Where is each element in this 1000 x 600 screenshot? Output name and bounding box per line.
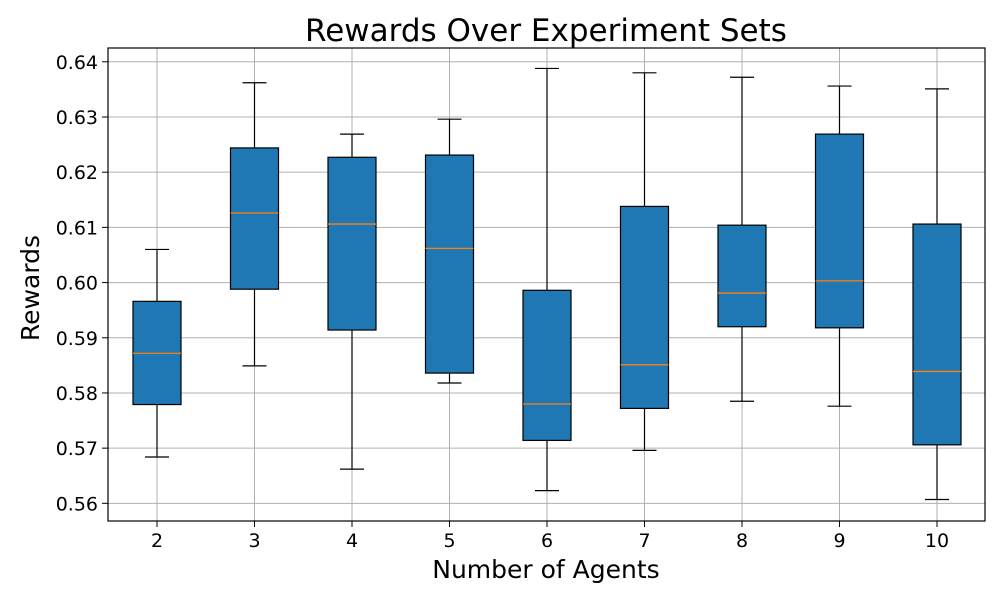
x-tick-label: 3 xyxy=(248,530,260,552)
iqr-box xyxy=(912,223,962,446)
y-tick-label: 0.58 xyxy=(56,383,98,405)
box-group-3 xyxy=(229,82,280,367)
iqr-box xyxy=(814,133,865,329)
box-group-9 xyxy=(814,85,865,407)
chart-title: Rewards Over Experiment Sets xyxy=(305,13,787,49)
y-tick-label: 0.61 xyxy=(56,217,98,239)
y-tick-label: 0.60 xyxy=(56,273,98,295)
box-group-8 xyxy=(717,76,767,402)
x-tick-label: 7 xyxy=(638,530,650,552)
y-axis-label: Rewards xyxy=(16,235,45,341)
x-tick-label: 5 xyxy=(443,530,455,552)
x-tick-label: 9 xyxy=(833,530,845,552)
iqr-box xyxy=(327,156,377,331)
y-tick-label: 0.56 xyxy=(56,493,98,515)
y-tick-label: 0.59 xyxy=(56,328,98,350)
iqr-box xyxy=(717,224,767,328)
iqr-box xyxy=(424,154,475,374)
x-tick-label: 2 xyxy=(151,530,163,552)
tick-layer: 0.56 0.57 0.58 0.59 0.60 0.61 0.62 0.63 0.64 2 3 4 5… xyxy=(56,52,949,552)
iqr-box xyxy=(229,147,280,290)
box-group-5 xyxy=(424,118,475,384)
x-tick-label: 4 xyxy=(346,530,358,552)
x-tick-label: 6 xyxy=(541,530,553,552)
box-group-10 xyxy=(912,88,962,501)
box-layer xyxy=(132,67,962,501)
box-group-2 xyxy=(132,248,182,458)
y-tick-label: 0.62 xyxy=(56,162,98,184)
y-tick-label: 0.57 xyxy=(56,438,98,460)
box-group-6 xyxy=(522,67,572,492)
y-tick-label: 0.64 xyxy=(56,52,98,74)
iqr-box xyxy=(522,289,572,442)
x-tick-label: 8 xyxy=(736,530,748,552)
box-group-4 xyxy=(327,133,377,470)
x-axis-label: Number of Agents xyxy=(432,555,659,584)
box-group-7 xyxy=(619,72,670,451)
x-tick-label: 10 xyxy=(925,530,949,552)
iqr-box xyxy=(619,205,670,410)
y-tick-label: 0.63 xyxy=(56,107,98,129)
